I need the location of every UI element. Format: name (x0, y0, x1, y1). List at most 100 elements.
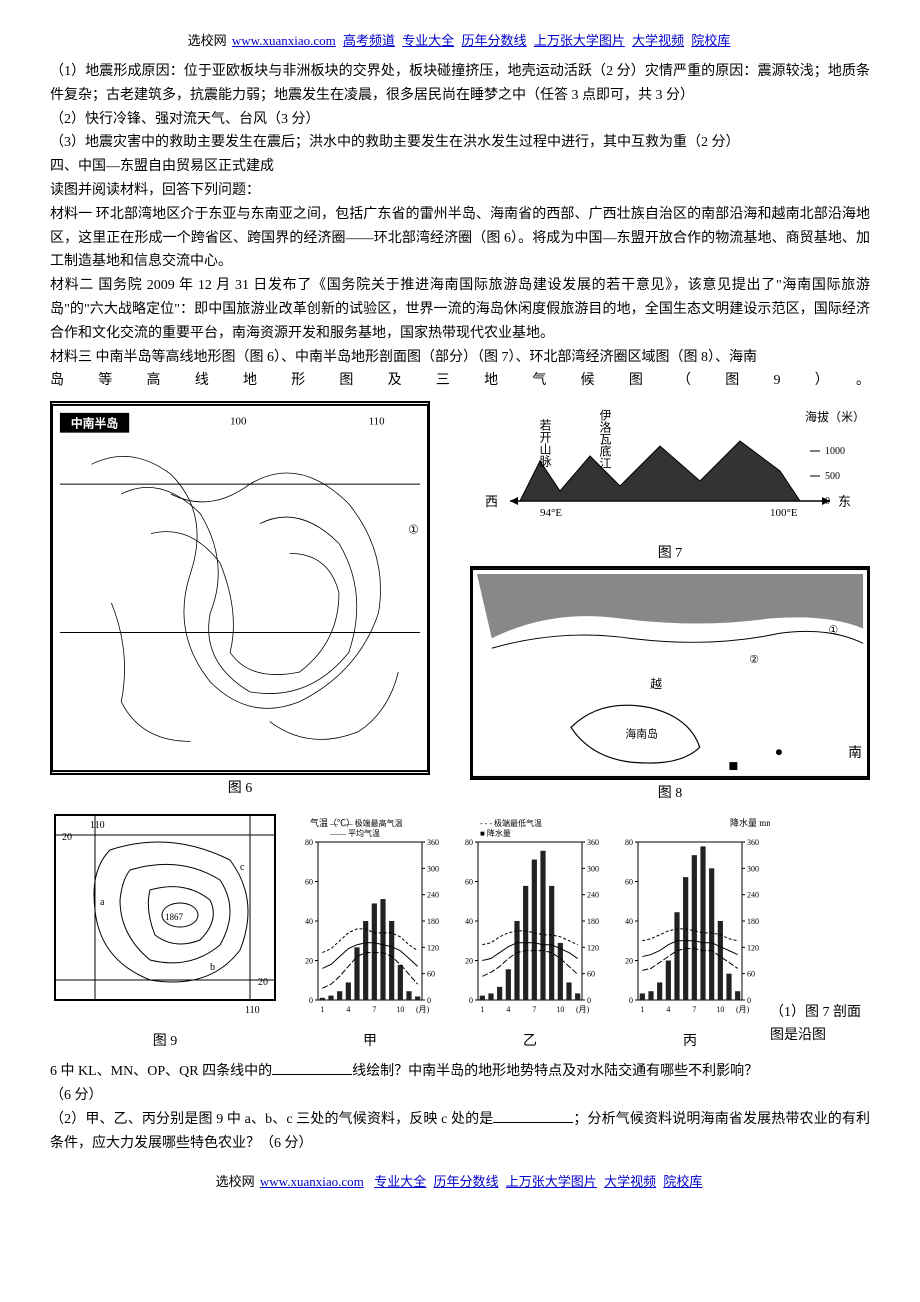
material-2: 材料二 国务院 2009 年 12 月 31 日发布了《国务院关于推进海南国际旅… (50, 274, 870, 345)
svg-text:20: 20 (258, 977, 268, 988)
figure-7-box: 西 东 94°E 100°E 1000 500 0 海拔（米） 若开山脉 (470, 401, 870, 566)
svg-text:(月): (月) (736, 1005, 750, 1014)
svg-text:a: a (100, 897, 105, 908)
svg-text:越: 越 (650, 677, 662, 691)
material-3b: 岛等高线地形图及三地气候图（图9）。 (50, 369, 870, 393)
svg-text:60: 60 (747, 969, 755, 978)
svg-text:20: 20 (62, 832, 72, 843)
svg-text:120: 120 (587, 943, 599, 952)
figure-6: 中南半岛 100 110 ① (50, 401, 430, 775)
svg-text:若开山脉: 若开山脉 (538, 419, 552, 467)
svg-text:1867: 1867 (165, 912, 184, 922)
figure-7: 西 东 94°E 100°E 1000 500 0 海拔（米） 若开山脉 (470, 401, 870, 531)
header-link-1[interactable]: 专业大全 (402, 33, 454, 48)
svg-text:中南半岛: 中南半岛 (71, 417, 119, 431)
svg-text:东: 东 (838, 494, 851, 509)
svg-text:180: 180 (427, 917, 439, 926)
svg-text:60: 60 (465, 877, 473, 886)
svg-text:60: 60 (305, 877, 313, 886)
footer-links: 选校网 www.xuanxiao.com 专业大全 历年分数线 上万张大学图片 … (50, 1171, 870, 1193)
climate-chart-2: 80604020036030024018012060014710(月)降水量 m… (610, 812, 770, 1055)
svg-text:伊洛瓦底江: 伊洛瓦底江 (598, 409, 612, 469)
answer-1: （1）地震形成原因：位于亚欧板块与非洲板块的交界处，板块碰撞挤压，地壳运动活跃（… (50, 60, 870, 108)
svg-text:500: 500 (825, 471, 840, 482)
svg-text:南: 南 (848, 745, 862, 760)
footer-site-link[interactable]: www.xuanxiao.com (260, 1174, 364, 1189)
svg-text:360: 360 (427, 838, 439, 847)
svg-text:240: 240 (427, 890, 439, 899)
svg-text:300: 300 (587, 864, 599, 873)
question-1-score: （6 分） (50, 1084, 870, 1108)
svg-text:20: 20 (465, 956, 473, 965)
svg-text:4: 4 (506, 1005, 510, 1014)
footer-link-2[interactable]: 上万张大学图片 (506, 1174, 597, 1189)
svg-text:7: 7 (372, 1005, 376, 1014)
footer-link-1[interactable]: 历年分数线 (434, 1174, 499, 1189)
svg-text:60: 60 (587, 969, 595, 978)
footer-link-4[interactable]: 院校库 (663, 1174, 702, 1189)
svg-text:b: b (210, 962, 215, 973)
blank-2 (493, 1108, 573, 1123)
svg-text:80: 80 (305, 838, 313, 847)
svg-text:海拔（米）: 海拔（米） (805, 409, 865, 424)
svg-text:60: 60 (427, 969, 435, 978)
figure-9-caption: 图 9 (50, 1030, 280, 1054)
svg-text:0: 0 (629, 996, 633, 1005)
svg-text:110: 110 (245, 1005, 260, 1016)
climate-label-1: 乙 (450, 1030, 610, 1054)
svg-text:20: 20 (625, 956, 633, 965)
header-links: 选校网 www.xuanxiao.com 高考频道 专业大全 历年分数线 上万张… (50, 30, 870, 52)
svg-text:西: 西 (485, 494, 498, 509)
svg-text:0: 0 (587, 996, 591, 1005)
svg-text:360: 360 (587, 838, 599, 847)
svg-text:—— 平均气温: —— 平均气温 (329, 828, 380, 838)
climate-label-0: 甲 (290, 1030, 450, 1054)
header-link-3[interactable]: 上万张大学图片 (534, 33, 625, 48)
svg-text:300: 300 (747, 864, 759, 873)
svg-text:100°E: 100°E (770, 507, 798, 519)
section-4-title: 四、中国—东盟自由贸易区正式建成 (50, 155, 870, 179)
answer-3: （3）地震灾害中的救助主要发生在震后；洪水中的救助主要发生在洪水发生过程中进行，… (50, 131, 870, 155)
svg-text:海南岛: 海南岛 (625, 726, 658, 740)
header-prefix: 选校网 (188, 33, 227, 48)
svg-text:10: 10 (716, 1005, 724, 1014)
svg-text:240: 240 (747, 890, 759, 899)
svg-text:- - - 极端最低气温: - - - 极端最低气温 (480, 818, 542, 828)
climate-charts: 80604020036030024018012060014710(月)气温（℃）… (290, 812, 770, 1055)
svg-text:240: 240 (587, 890, 599, 899)
footer-link-3[interactable]: 大学视频 (604, 1174, 656, 1189)
svg-text:0: 0 (825, 496, 830, 507)
svg-text:1000: 1000 (825, 446, 845, 457)
climate-label-2: 丙 (610, 1030, 770, 1054)
figure-row-2: 110 110 20 20 1867 a c b 图 9 80604 (50, 810, 870, 1055)
question-2: （2）甲、乙、丙分别是图 9 中 a、b、c 三处的气候资料，反映 c 处的是；… (50, 1108, 870, 1156)
svg-text:c: c (240, 862, 245, 873)
svg-text:10: 10 (396, 1005, 404, 1014)
svg-text:180: 180 (587, 917, 599, 926)
svg-text:1: 1 (320, 1005, 324, 1014)
header-link-4[interactable]: 大学视频 (632, 33, 684, 48)
footer-link-0[interactable]: 专业大全 (374, 1174, 426, 1189)
svg-text:1: 1 (640, 1005, 644, 1014)
svg-text:①: ① (408, 523, 419, 537)
figure-6-caption: 图 6 (50, 777, 430, 801)
svg-text:②: ② (749, 654, 759, 666)
body-text: （1）地震形成原因：位于亚欧板块与非洲板块的交界处，板块碰撞挤压，地壳运动活跃（… (50, 60, 870, 393)
svg-text:■ 降水量: ■ 降水量 (480, 828, 511, 838)
svg-text:40: 40 (305, 917, 313, 926)
svg-text:(月): (月) (416, 1005, 430, 1014)
svg-text:110: 110 (369, 416, 385, 428)
header-site-link[interactable]: www.xuanxiao.com (232, 33, 336, 48)
answer-2: （2）快行冷锋、强对流天气、台风（3 分） (50, 108, 870, 132)
header-link-2[interactable]: 历年分数线 (462, 33, 527, 48)
svg-text:40: 40 (465, 917, 473, 926)
header-link-5[interactable]: 院校库 (691, 33, 730, 48)
svg-text:0: 0 (747, 996, 751, 1005)
question-1-lead: （1）图 7 剖面图是沿图 (770, 1001, 870, 1055)
svg-text:0: 0 (427, 996, 431, 1005)
figure-6-box: 中南半岛 100 110 ① 图 6 (50, 401, 430, 805)
climate-chart-0: 80604020036030024018012060014710(月)气温（℃）… (290, 812, 450, 1055)
header-link-0[interactable]: 高考频道 (343, 33, 395, 48)
svg-text:4: 4 (666, 1005, 670, 1014)
svg-text:360: 360 (747, 838, 759, 847)
